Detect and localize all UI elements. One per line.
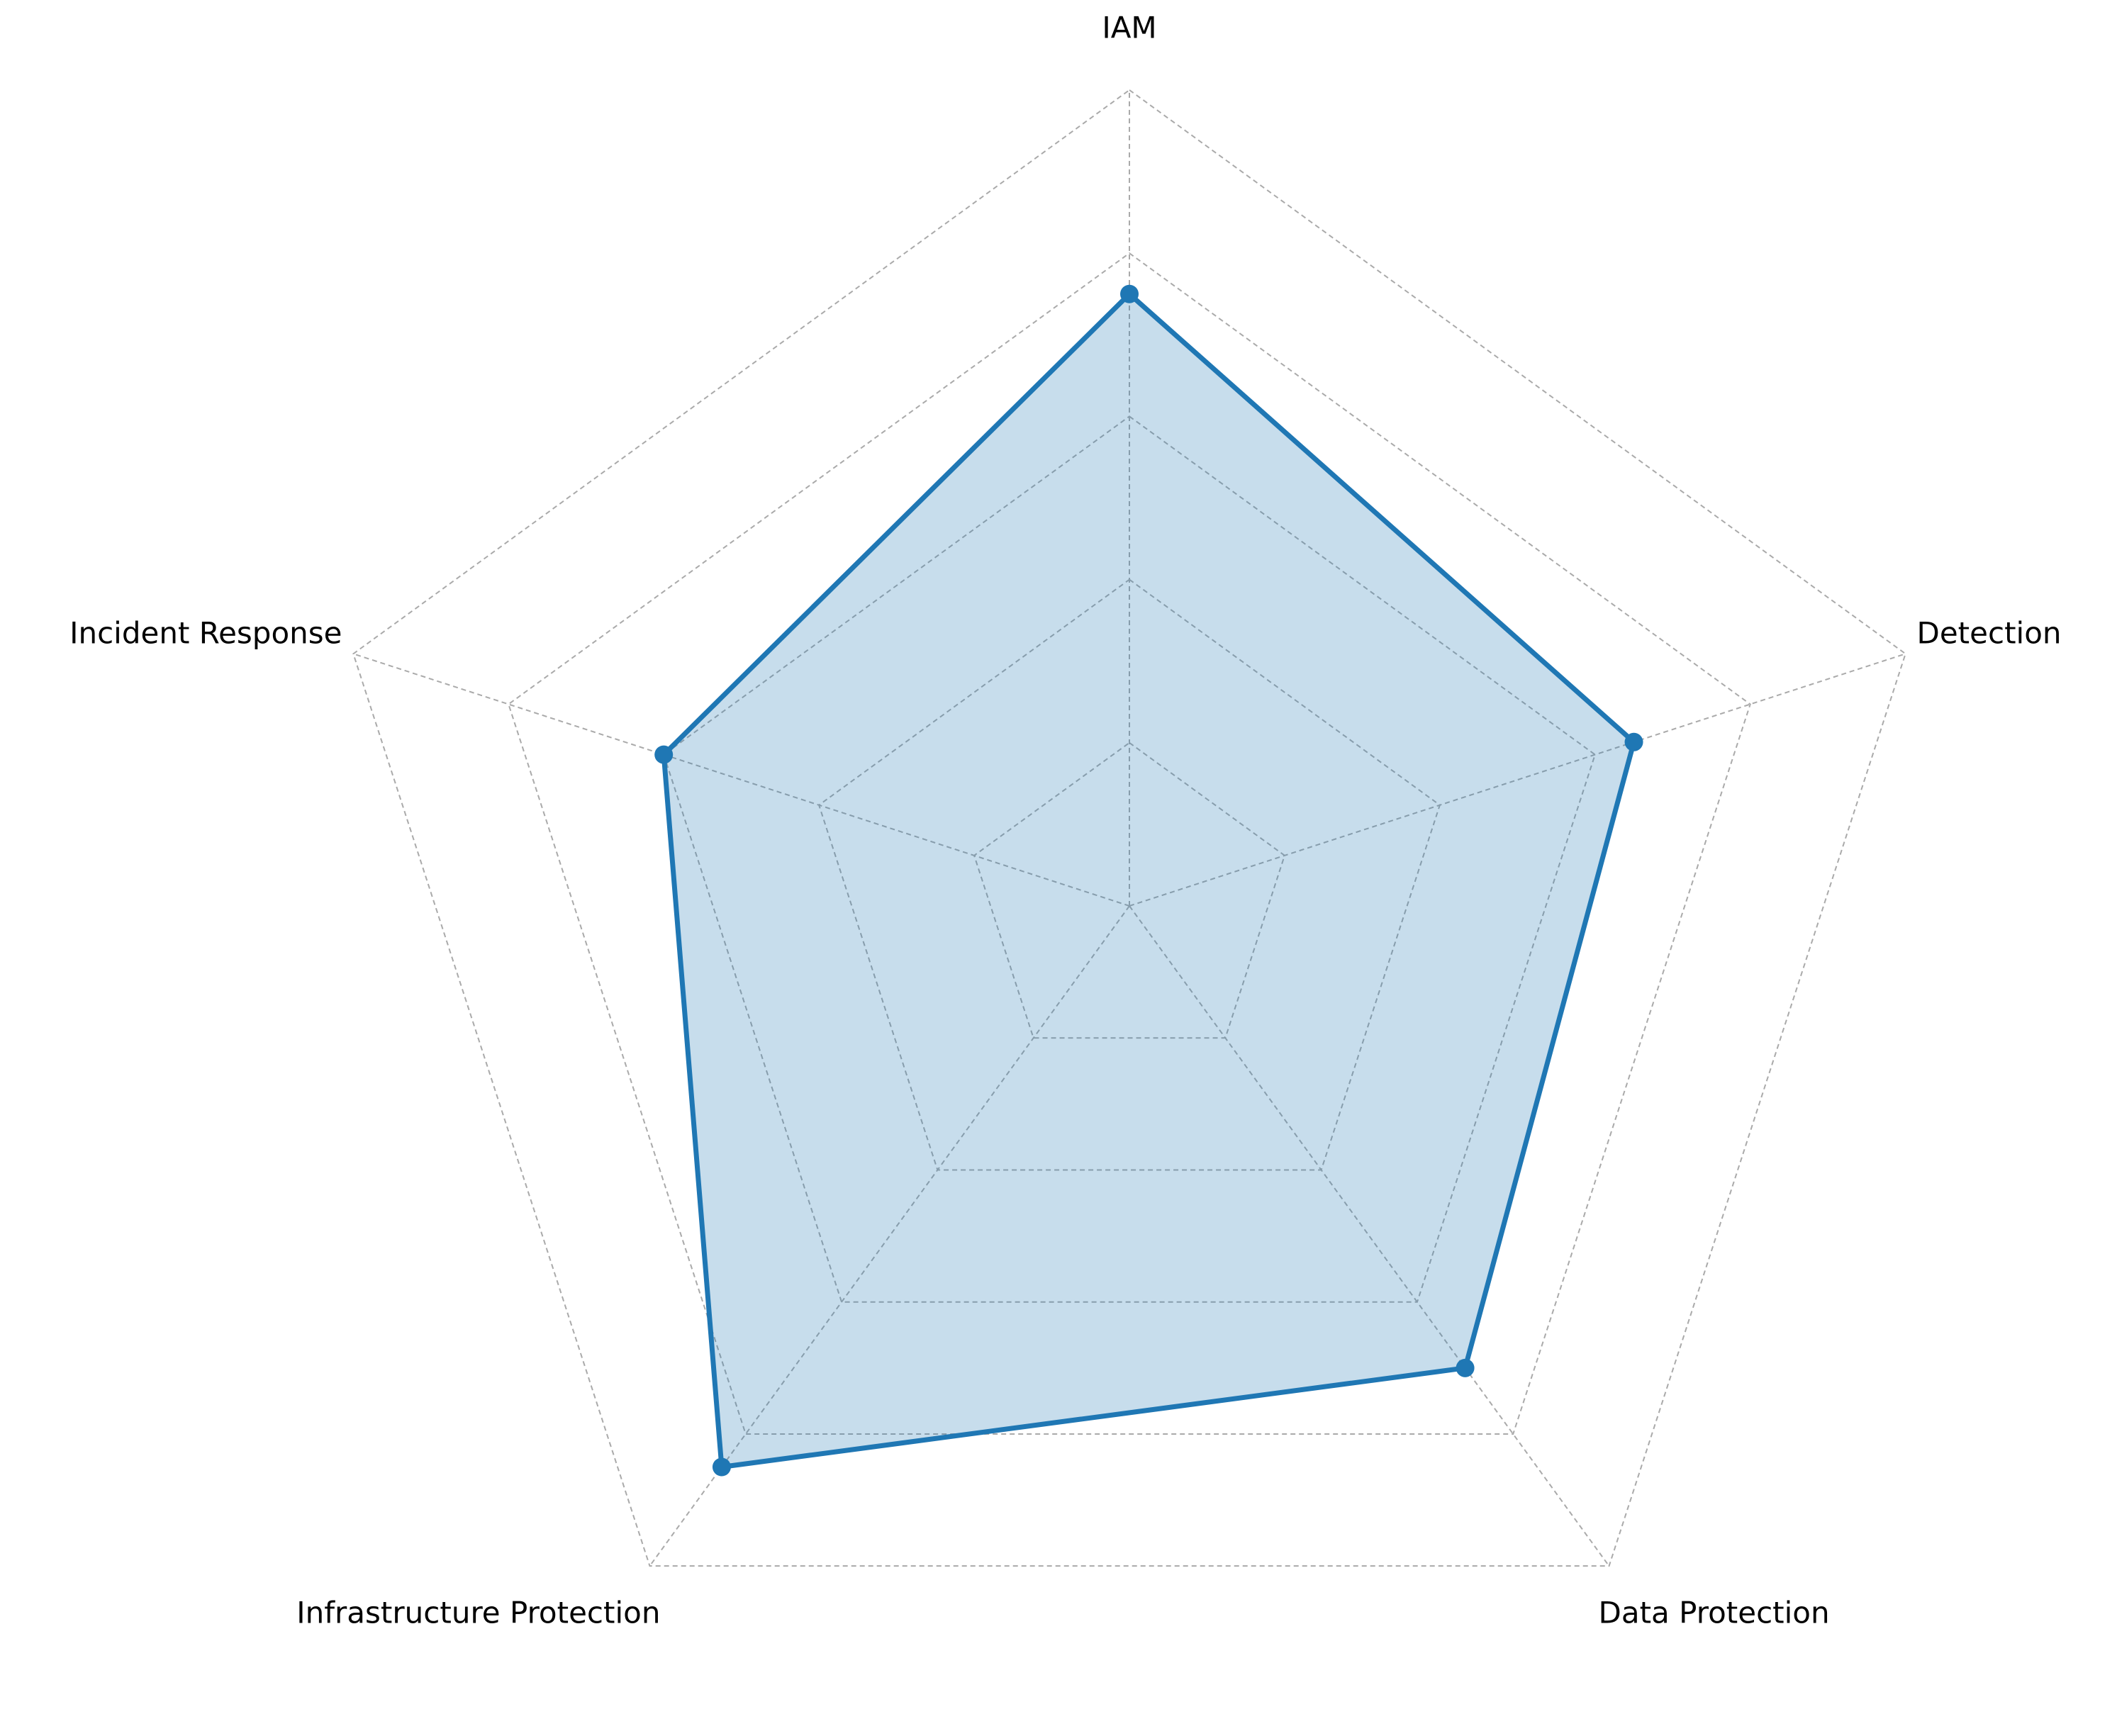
- data-point-2: [1624, 732, 1643, 751]
- data-point-5: [654, 745, 674, 764]
- axis-label-2: Detection: [1917, 616, 2062, 651]
- axis-label-5: Incident Response: [69, 616, 342, 651]
- axis-label-1: IAM: [1102, 11, 1156, 45]
- data-point-1: [1120, 284, 1139, 303]
- grid-ring-3: [663, 415, 1596, 1303]
- data-point-4: [712, 1457, 731, 1477]
- grid-ring-4: [508, 252, 1751, 1435]
- data-point-3: [1456, 1358, 1475, 1377]
- series-area: [664, 293, 1634, 1467]
- grid-ring-1: [973, 741, 1286, 1039]
- grid-layer: [352, 89, 1906, 1567]
- series-layer: [654, 284, 1643, 1477]
- axis-label-layer: IAM Detection Data Protection Infrastructur…: [69, 11, 2061, 1630]
- axis-label-4: Infrastructure Protection: [296, 1595, 660, 1630]
- axis-label-3: Data Protection: [1599, 1595, 1830, 1630]
- series-line: [661, 291, 1637, 1470]
